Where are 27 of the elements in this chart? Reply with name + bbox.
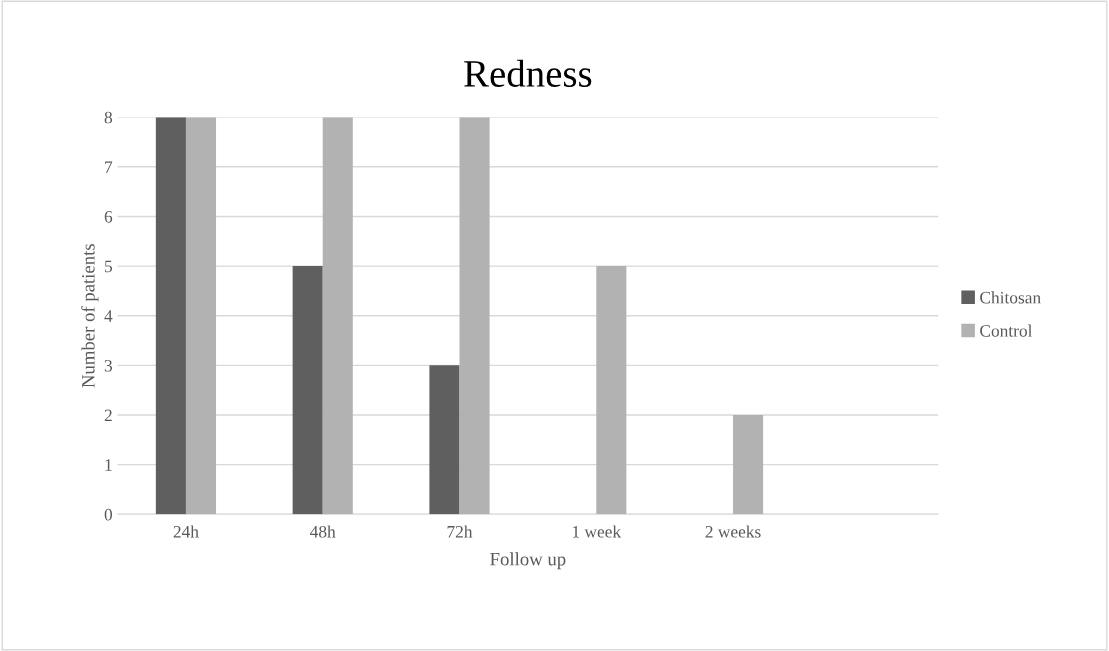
bar — [596, 266, 627, 515]
y-tick-label: 3 — [104, 359, 113, 372]
y-axis-title: Number of patients — [81, 244, 99, 388]
bar — [185, 117, 217, 515]
y-tick-label: 6 — [104, 210, 113, 223]
bar — [322, 117, 353, 515]
y-tick-label: 0 — [104, 508, 113, 521]
bar — [733, 415, 764, 515]
x-tick-label: 24h — [173, 525, 199, 538]
x-tick-label: 48h — [310, 525, 336, 538]
y-tick-label: 8 — [104, 111, 113, 124]
x-axis-title: Follow up — [490, 552, 566, 570]
y-tick-label: 5 — [105, 260, 113, 273]
chart-title: Redness — [464, 59, 592, 88]
bar — [292, 266, 323, 515]
y-tick-label: 4 — [104, 310, 113, 322]
bar — [155, 117, 186, 515]
bar — [459, 117, 490, 515]
bar — [429, 365, 460, 515]
x-tick-label: 1 week — [572, 525, 622, 538]
y-tick-label: 2 — [104, 409, 112, 422]
y-tick-label: 7 — [105, 161, 113, 173]
legend-label: Chitosan — [980, 291, 1041, 304]
legend-label: Control — [980, 324, 1033, 337]
x-tick-label: 2 weeks — [705, 525, 761, 538]
x-tick-label: 72h — [447, 525, 473, 538]
y-tick-label: 1 — [105, 459, 112, 471]
